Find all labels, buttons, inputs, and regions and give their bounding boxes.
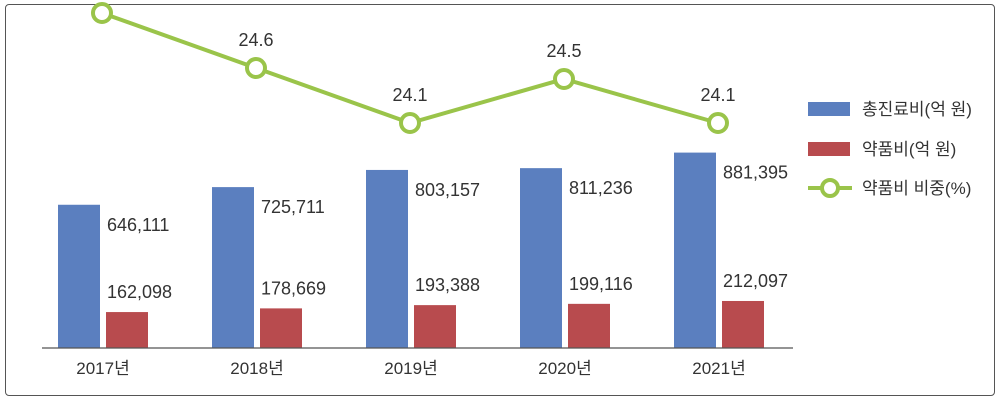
chart-frame (5, 4, 995, 396)
label-drug-3: 193,388 (415, 275, 480, 295)
label-ratio-4: 24.5 (546, 41, 581, 61)
x-tick-3: 2019년 (384, 359, 437, 378)
label-total-1: 646,111 (107, 215, 169, 235)
bar-total-2 (212, 187, 254, 348)
label-ratio-3: 24.1 (392, 85, 427, 105)
label-drug-2: 178,669 (261, 278, 326, 298)
ratio-point-4 (553, 68, 575, 90)
legend-label-ratio: 약품비 비중(%) (862, 179, 971, 198)
bar-drug-1 (106, 312, 148, 348)
x-tick-5: 2021년 (692, 359, 745, 378)
ratio-point-2 (245, 57, 267, 79)
label-total-3: 803,157 (415, 180, 480, 200)
label-total-2: 725,711 (261, 197, 325, 217)
label-total-4: 811,236 (569, 178, 633, 198)
legend-label-total: 총진료비(억 원) (862, 100, 972, 119)
line-layer: 25.124.624.124.524.1 (91, 2, 736, 134)
bar-total-3 (366, 169, 408, 348)
bar-drug-2 (260, 308, 302, 348)
ratio-point-5 (707, 112, 729, 134)
bar-drug-4 (568, 303, 610, 348)
bar-total-5 (674, 152, 716, 348)
x-tick-4: 2020년 (538, 359, 591, 378)
ratio-point-3 (399, 112, 421, 134)
legend-swatch-drug (808, 142, 850, 156)
legend-label-drug: 약품비(억 원) (862, 140, 956, 159)
x-tick-1: 2017년 (76, 359, 129, 378)
legend: 총진료비(억 원) 약품비(억 원) 약품비 비중(%) (808, 100, 972, 198)
label-drug-1: 162,098 (107, 282, 172, 302)
bars-layer: 646,111 162,098 725,711 178,669 803,157 193,3… (58, 152, 788, 348)
legend-swatch-total (808, 102, 850, 116)
label-ratio-5: 24.1 (700, 85, 735, 105)
legend-marker-ratio (820, 178, 840, 198)
x-tick-2: 2018년 (230, 359, 283, 378)
ratio-point-1 (91, 2, 113, 24)
label-total-5: 881,395 (723, 163, 788, 183)
bar-total-1 (58, 204, 100, 348)
label-drug-5: 212,097 (723, 271, 788, 291)
label-ratio-2: 24.6 (238, 30, 273, 50)
bar-total-4 (520, 168, 562, 348)
bar-drug-3 (414, 305, 456, 348)
label-drug-4: 199,116 (569, 274, 633, 294)
bar-drug-5 (722, 300, 764, 348)
x-axis: 2017년 2018년 2019년 2020년 2021년 (42, 347, 793, 378)
ratio-line (101, 11, 719, 126)
